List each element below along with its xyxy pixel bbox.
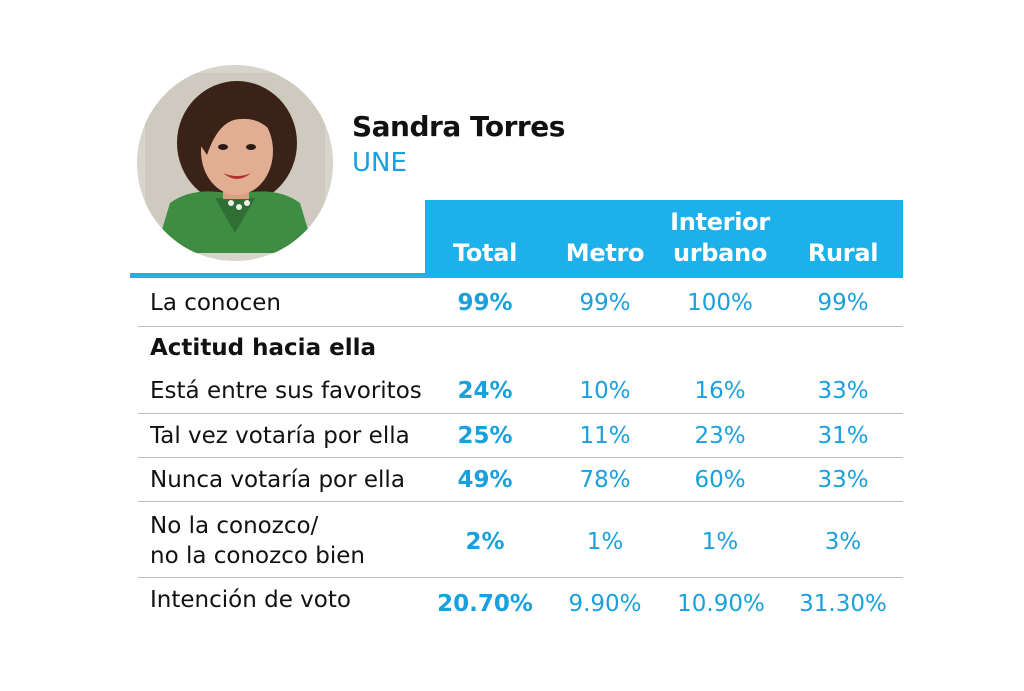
value-metro: 1% — [586, 529, 624, 555]
value-total: 20.70% — [437, 591, 533, 617]
value-total: 25% — [457, 423, 513, 449]
table-header-underline — [130, 273, 903, 278]
row-label-line1: No la conozco/ — [150, 513, 319, 539]
value-interior: 60% — [694, 467, 746, 493]
row-label-favoritos: Está entre sus favoritos — [150, 378, 422, 404]
value-rural: 31% — [817, 423, 869, 449]
header-interior-urbano: Interior urbano — [655, 207, 785, 269]
value-total: 24% — [457, 378, 513, 404]
header-metro: Metro — [565, 239, 645, 267]
row-label-tal-vez: Tal vez votaría por ella — [150, 423, 410, 449]
value-metro: 10% — [579, 378, 631, 404]
value-metro: 11% — [579, 423, 631, 449]
value-rural: 33% — [817, 378, 869, 404]
value-metro: 9.90% — [568, 591, 642, 617]
row-label-no-conozco: No la conozco/ no la conozco bien — [150, 511, 365, 571]
row-label-la-conocen: La conocen — [150, 290, 281, 316]
value-rural: 31.30% — [799, 591, 887, 617]
row-divider — [138, 326, 903, 327]
row-divider — [138, 457, 903, 458]
value-interior: 23% — [694, 423, 746, 449]
header-total: Total — [452, 239, 518, 267]
value-rural: 3% — [824, 529, 862, 555]
candidate-portrait — [137, 65, 333, 261]
row-label-nunca: Nunca votaría por ella — [150, 467, 405, 493]
value-total: 49% — [457, 467, 513, 493]
candidate-party: UNE — [352, 148, 407, 178]
header-interior-line1: Interior — [670, 208, 770, 236]
table-header-band — [425, 200, 903, 278]
person-portrait-icon — [145, 73, 325, 253]
header-interior-line2: urbano — [672, 239, 768, 267]
header-rural: Rural — [807, 239, 879, 267]
value-interior: 100% — [687, 290, 753, 316]
value-interior: 16% — [694, 378, 746, 404]
row-label-line2: no la conozco bien — [150, 543, 365, 569]
value-total: 2% — [465, 529, 505, 555]
value-interior: 10.90% — [677, 591, 765, 617]
row-divider — [138, 501, 903, 502]
value-metro: 99% — [579, 290, 631, 316]
value-interior: 1% — [701, 529, 739, 555]
row-divider — [138, 413, 903, 414]
row-label-intencion: Intención de voto — [150, 587, 351, 613]
value-metro: 78% — [579, 467, 631, 493]
section-title: Actitud hacia ella — [150, 335, 376, 361]
value-rural: 99% — [817, 290, 869, 316]
value-rural: 33% — [817, 467, 869, 493]
row-divider — [138, 577, 903, 578]
value-total: 99% — [457, 290, 513, 316]
candidate-name: Sandra Torres — [352, 110, 565, 143]
